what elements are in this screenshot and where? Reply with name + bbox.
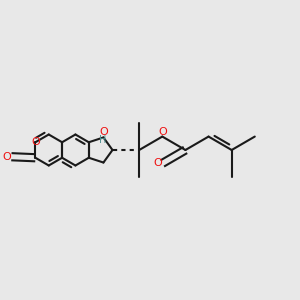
Text: O: O: [154, 158, 162, 168]
Text: O: O: [99, 128, 108, 137]
Text: O: O: [3, 152, 11, 162]
Text: H: H: [99, 135, 106, 145]
Text: O: O: [158, 127, 167, 136]
Text: O: O: [31, 137, 40, 147]
